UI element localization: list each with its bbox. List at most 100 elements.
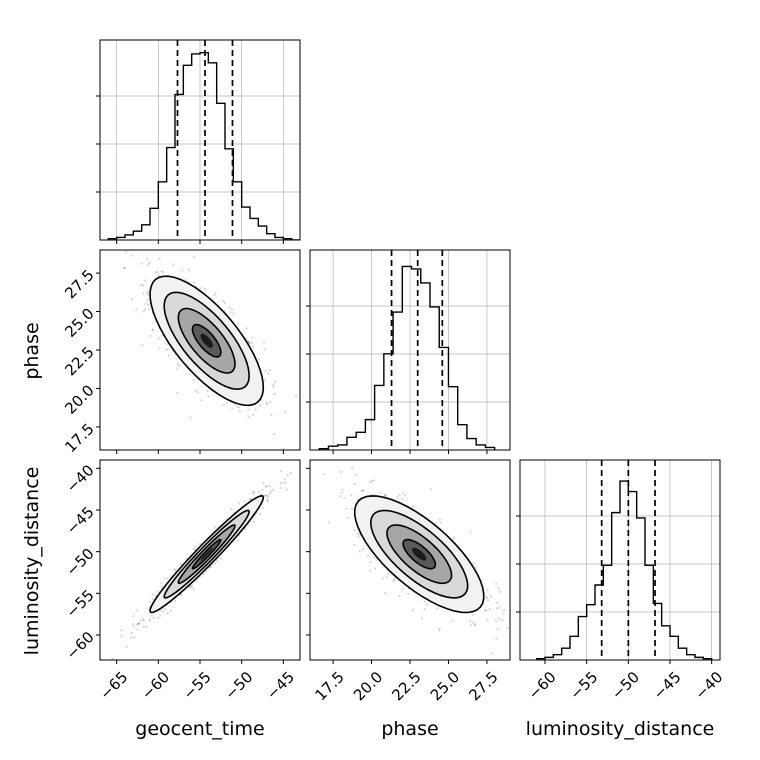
x-axis-label-phase: phase [381, 718, 438, 740]
sample-point [144, 308, 147, 311]
sample-point [141, 343, 144, 347]
sample-point [146, 299, 149, 302]
sample-point [190, 586, 193, 589]
sample-point [369, 560, 372, 564]
sample-point [381, 577, 384, 580]
sample-point [139, 283, 143, 286]
sample-point [360, 489, 363, 492]
sample-point [353, 483, 356, 486]
sample-point [285, 488, 288, 491]
sample-point [160, 270, 163, 273]
sample-point [192, 378, 195, 382]
sample-point [151, 598, 154, 601]
sample-point [148, 601, 151, 604]
sample-point [272, 386, 275, 389]
sample-point [137, 622, 140, 625]
sample-point [269, 400, 272, 403]
sample-point [247, 408, 250, 411]
sample-point [229, 311, 232, 314]
sample-point [452, 537, 455, 541]
sample-point [264, 369, 267, 372]
sample-point [144, 303, 147, 306]
sample-point [339, 470, 342, 474]
contour-line [149, 494, 265, 614]
contour-line [386, 524, 453, 585]
contour-line [163, 291, 250, 390]
sample-point [368, 480, 371, 484]
sample-point [385, 575, 388, 578]
scatter-geocent-time-vs-luminosity-distance [96, 459, 301, 664]
sample-point [161, 271, 165, 274]
sample-point [148, 618, 152, 621]
sample-point [157, 337, 160, 340]
sample-point [248, 498, 252, 501]
panel-frame [99, 39, 301, 241]
sample-point [193, 256, 196, 259]
sample-point [412, 505, 415, 508]
sample-point [384, 494, 387, 497]
sample-point [111, 657, 114, 660]
sample-point [237, 322, 240, 325]
sample-point [169, 609, 172, 613]
contour-line [163, 509, 251, 599]
sample-point [350, 494, 353, 497]
sample-point [120, 635, 123, 638]
sample-point [147, 308, 151, 311]
sample-point [345, 507, 348, 510]
scatter-geocent-time-vs-phase [96, 249, 301, 454]
sample-point [472, 621, 475, 624]
sample-point [158, 347, 161, 350]
sample-point [158, 257, 161, 260]
sample-point [273, 432, 276, 435]
sample-point [238, 406, 241, 409]
sample-point [181, 269, 184, 272]
sample-point [243, 528, 246, 531]
sample-point [209, 565, 212, 569]
histogram-step [535, 480, 713, 660]
sample-point [265, 401, 268, 404]
sample-point [243, 500, 246, 503]
sample-point [488, 608, 491, 611]
sample-point [132, 614, 135, 618]
sample-point [148, 261, 151, 264]
sample-point [179, 593, 183, 596]
sample-point [176, 367, 179, 370]
sample-point [149, 334, 152, 338]
sample-point [245, 327, 248, 330]
y-axis-label-phase: phase [21, 322, 43, 379]
density-fill [200, 547, 213, 561]
sample-point [393, 579, 396, 582]
histogram-phase [306, 249, 511, 454]
sample-point [159, 614, 162, 617]
sample-point [347, 516, 350, 520]
histogram-geocent-time [96, 39, 301, 244]
panel-frame [99, 459, 301, 661]
x-axis-label-luminosity-distance: luminosity_distance [526, 718, 715, 740]
sample-point [262, 506, 265, 509]
sample-point [176, 391, 179, 394]
sample-point [271, 384, 275, 387]
sample-point [259, 493, 262, 496]
sample-point [146, 258, 149, 261]
sample-point [384, 493, 387, 496]
sample-point [166, 611, 169, 614]
sample-point [343, 496, 346, 499]
sample-point [341, 488, 344, 491]
sample-point [194, 545, 197, 548]
sample-point [373, 556, 376, 560]
sample-point [199, 287, 202, 290]
sample-point [135, 623, 138, 626]
histogram-step [107, 51, 300, 240]
sample-point [136, 628, 139, 631]
sample-point [438, 629, 441, 632]
sample-point [248, 341, 251, 344]
sample-point [374, 567, 377, 570]
sample-point [273, 393, 276, 396]
sample-point [264, 494, 267, 497]
sample-point [165, 342, 168, 345]
sample-point [338, 495, 341, 498]
sample-point [159, 609, 162, 612]
sample-point [366, 554, 370, 557]
sample-point [209, 565, 212, 569]
sample-point [222, 404, 225, 407]
